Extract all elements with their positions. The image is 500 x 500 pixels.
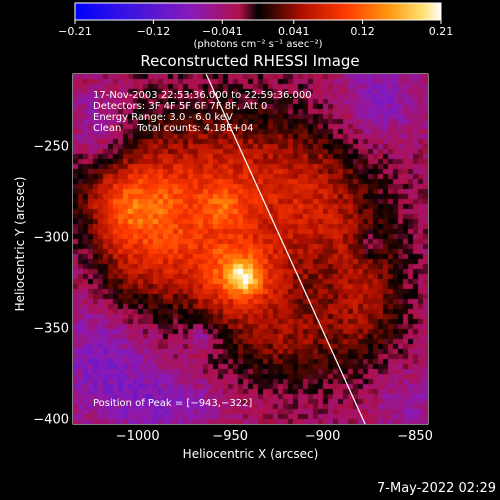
colorbar-tick-label: 0.21 (428, 25, 454, 38)
peak-position-label: Position of Peak = [−943,−322] (93, 398, 253, 409)
colorbar-tick-label: 0.12 (350, 25, 375, 38)
heatmap-image (73, 74, 428, 424)
colorbar (74, 2, 442, 21)
solar-limb-line (205, 74, 366, 424)
x-tick-label: −950 (212, 429, 249, 444)
colorbar-tick-label: −0.041 (201, 25, 243, 38)
info-line-energy: Energy Range: 3.0 - 6.0 keV (93, 112, 233, 123)
limb-overlay (205, 74, 366, 424)
x-tick-label: −1000 (115, 429, 160, 444)
y-tick-label: −300 (33, 230, 69, 246)
y-tick-label: −400 (33, 412, 69, 428)
colorbar-label: (photons cm⁻² s⁻¹ asec⁻²) (193, 39, 323, 50)
x-axis-label: Heliocentric X (arcsec) (182, 447, 319, 461)
info-line-counts: Clean Total counts: 4.18E+04 (93, 123, 254, 134)
y-axis-label: Heliocentric Y (arcsec) (13, 176, 27, 312)
chart-title: Reconstructed RHESSI Image (140, 52, 360, 70)
colorbar-tick-label: −0.12 (136, 25, 171, 38)
x-tick-label: −900 (304, 429, 341, 444)
colorbar-tick-label: −0.21 (58, 25, 92, 38)
footer-date: 7-May-2022 02:29 (377, 481, 496, 496)
y-tick-label: −250 (33, 139, 69, 155)
y-tick-label: −350 (33, 321, 69, 337)
x-tick-label: −850 (397, 429, 433, 444)
colorbar-tick-label: 0.041 (277, 25, 310, 38)
info-line-time: 17-Nov-2003 22:53:36.000 to 22:59:36.000 (93, 90, 312, 101)
info-line-detectors: Detectors: 3F 4F 5F 6F 7F 8F, Att 0 (93, 101, 268, 112)
